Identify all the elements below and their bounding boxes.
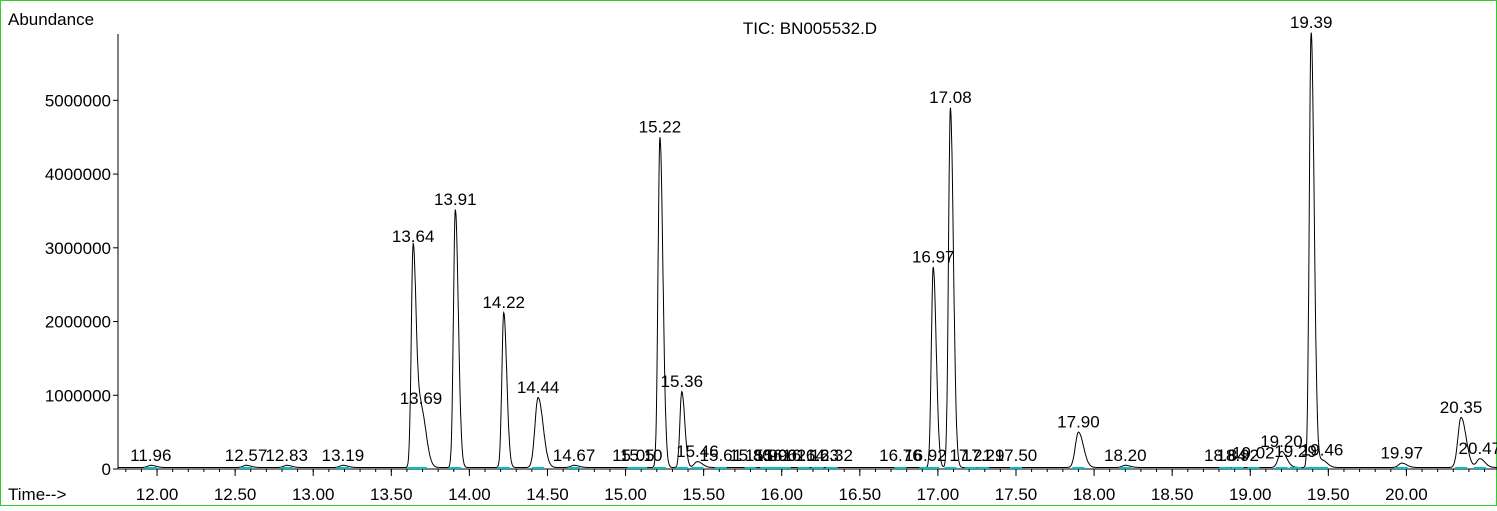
- x-axis-title: Time-->: [8, 485, 66, 504]
- peak-label: 17.21: [949, 446, 992, 465]
- peak-label: 16.92: [904, 446, 947, 465]
- peak-label: 15.05: [612, 446, 655, 465]
- peak-label: 16.02: [764, 446, 807, 465]
- x-tick-label: 13.50: [370, 485, 413, 504]
- x-tick-label: 16.00: [760, 485, 803, 504]
- x-tick-label: 15.00: [604, 485, 647, 504]
- peak-label: 15.61: [700, 446, 743, 465]
- peak-label: 16.14: [782, 446, 825, 465]
- y-axis-title: Abundance: [8, 10, 94, 29]
- peak-label: 18.92: [1216, 446, 1259, 465]
- peak-label: 11.96: [130, 446, 171, 465]
- x-tick-label: 20.00: [1385, 485, 1428, 504]
- peak-label: 20.35: [1440, 398, 1483, 417]
- peak-label: 16.97: [912, 247, 955, 266]
- peak-label: 19.29: [1274, 442, 1317, 461]
- peak-label: 14.44: [517, 378, 560, 397]
- peak-label: 13.19: [322, 446, 365, 465]
- y-tick-label: 4000000: [45, 165, 111, 184]
- peak-label: 18.84: [1204, 446, 1247, 465]
- y-tick-label: 0: [102, 460, 111, 479]
- x-tick-label: 14.00: [448, 485, 491, 504]
- peak-label: 15.80: [729, 446, 772, 465]
- peak-label: 12.57: [225, 446, 268, 465]
- peak-label: 13.91: [434, 190, 477, 209]
- peak-label: 19.20: [1260, 432, 1303, 451]
- x-tick-label: 12.00: [136, 485, 179, 504]
- peak-label: 19.39: [1290, 13, 1333, 32]
- peak-label: 19.02: [1232, 444, 1275, 463]
- x-tick-label: 19.50: [1307, 485, 1350, 504]
- x-tick-label: 14.50: [526, 485, 569, 504]
- x-tick-label: 12.50: [214, 485, 257, 504]
- x-tick-label: 17.50: [995, 485, 1038, 504]
- peak-label: 17.08: [929, 88, 972, 107]
- peak-label: 14.22: [482, 293, 525, 312]
- chart-title: TIC: BN005532.D: [743, 19, 877, 38]
- peak-label: 18.20: [1104, 446, 1147, 465]
- peak-label: 19.46: [1301, 441, 1344, 460]
- y-tick-label: 2000000: [45, 313, 111, 332]
- peak-label: 19.97: [1380, 444, 1423, 463]
- peak-label: 14.67: [553, 446, 596, 465]
- x-tick-label: 19.00: [1229, 485, 1272, 504]
- peak-label: 15.22: [639, 118, 682, 137]
- x-tick-label: 13.00: [292, 485, 335, 504]
- x-tick-label: 15.50: [682, 485, 725, 504]
- peak-label: 17.29: [962, 446, 1005, 465]
- y-tick-label: 1000000: [45, 386, 111, 405]
- peak-label: 15.90: [745, 446, 788, 465]
- peak-label: 17.50: [995, 446, 1038, 465]
- x-tick-label: 18.50: [1151, 485, 1194, 504]
- x-tick-label: 18.00: [1073, 485, 1116, 504]
- y-tick-label: 5000000: [45, 91, 111, 110]
- x-tick-label: 17.00: [917, 485, 960, 504]
- peak-label: 17.90: [1057, 413, 1100, 432]
- peak-label: 16.23: [796, 446, 839, 465]
- peak-label: 15.46: [676, 442, 719, 461]
- peak-label: 20.47: [1459, 439, 1497, 458]
- peak-label: 16.76: [879, 446, 922, 465]
- peak-label: 13.64: [392, 227, 435, 246]
- y-tick-label: 3000000: [45, 239, 111, 258]
- peak-label: 16.32: [810, 446, 853, 465]
- peak-label: 15.36: [661, 372, 704, 391]
- peak-label: 15.10: [620, 446, 663, 465]
- peak-label: 13.69: [400, 389, 443, 408]
- x-tick-label: 16.50: [839, 485, 882, 504]
- peak-label: 12.83: [265, 446, 308, 465]
- peak-label: 15.96: [754, 446, 797, 465]
